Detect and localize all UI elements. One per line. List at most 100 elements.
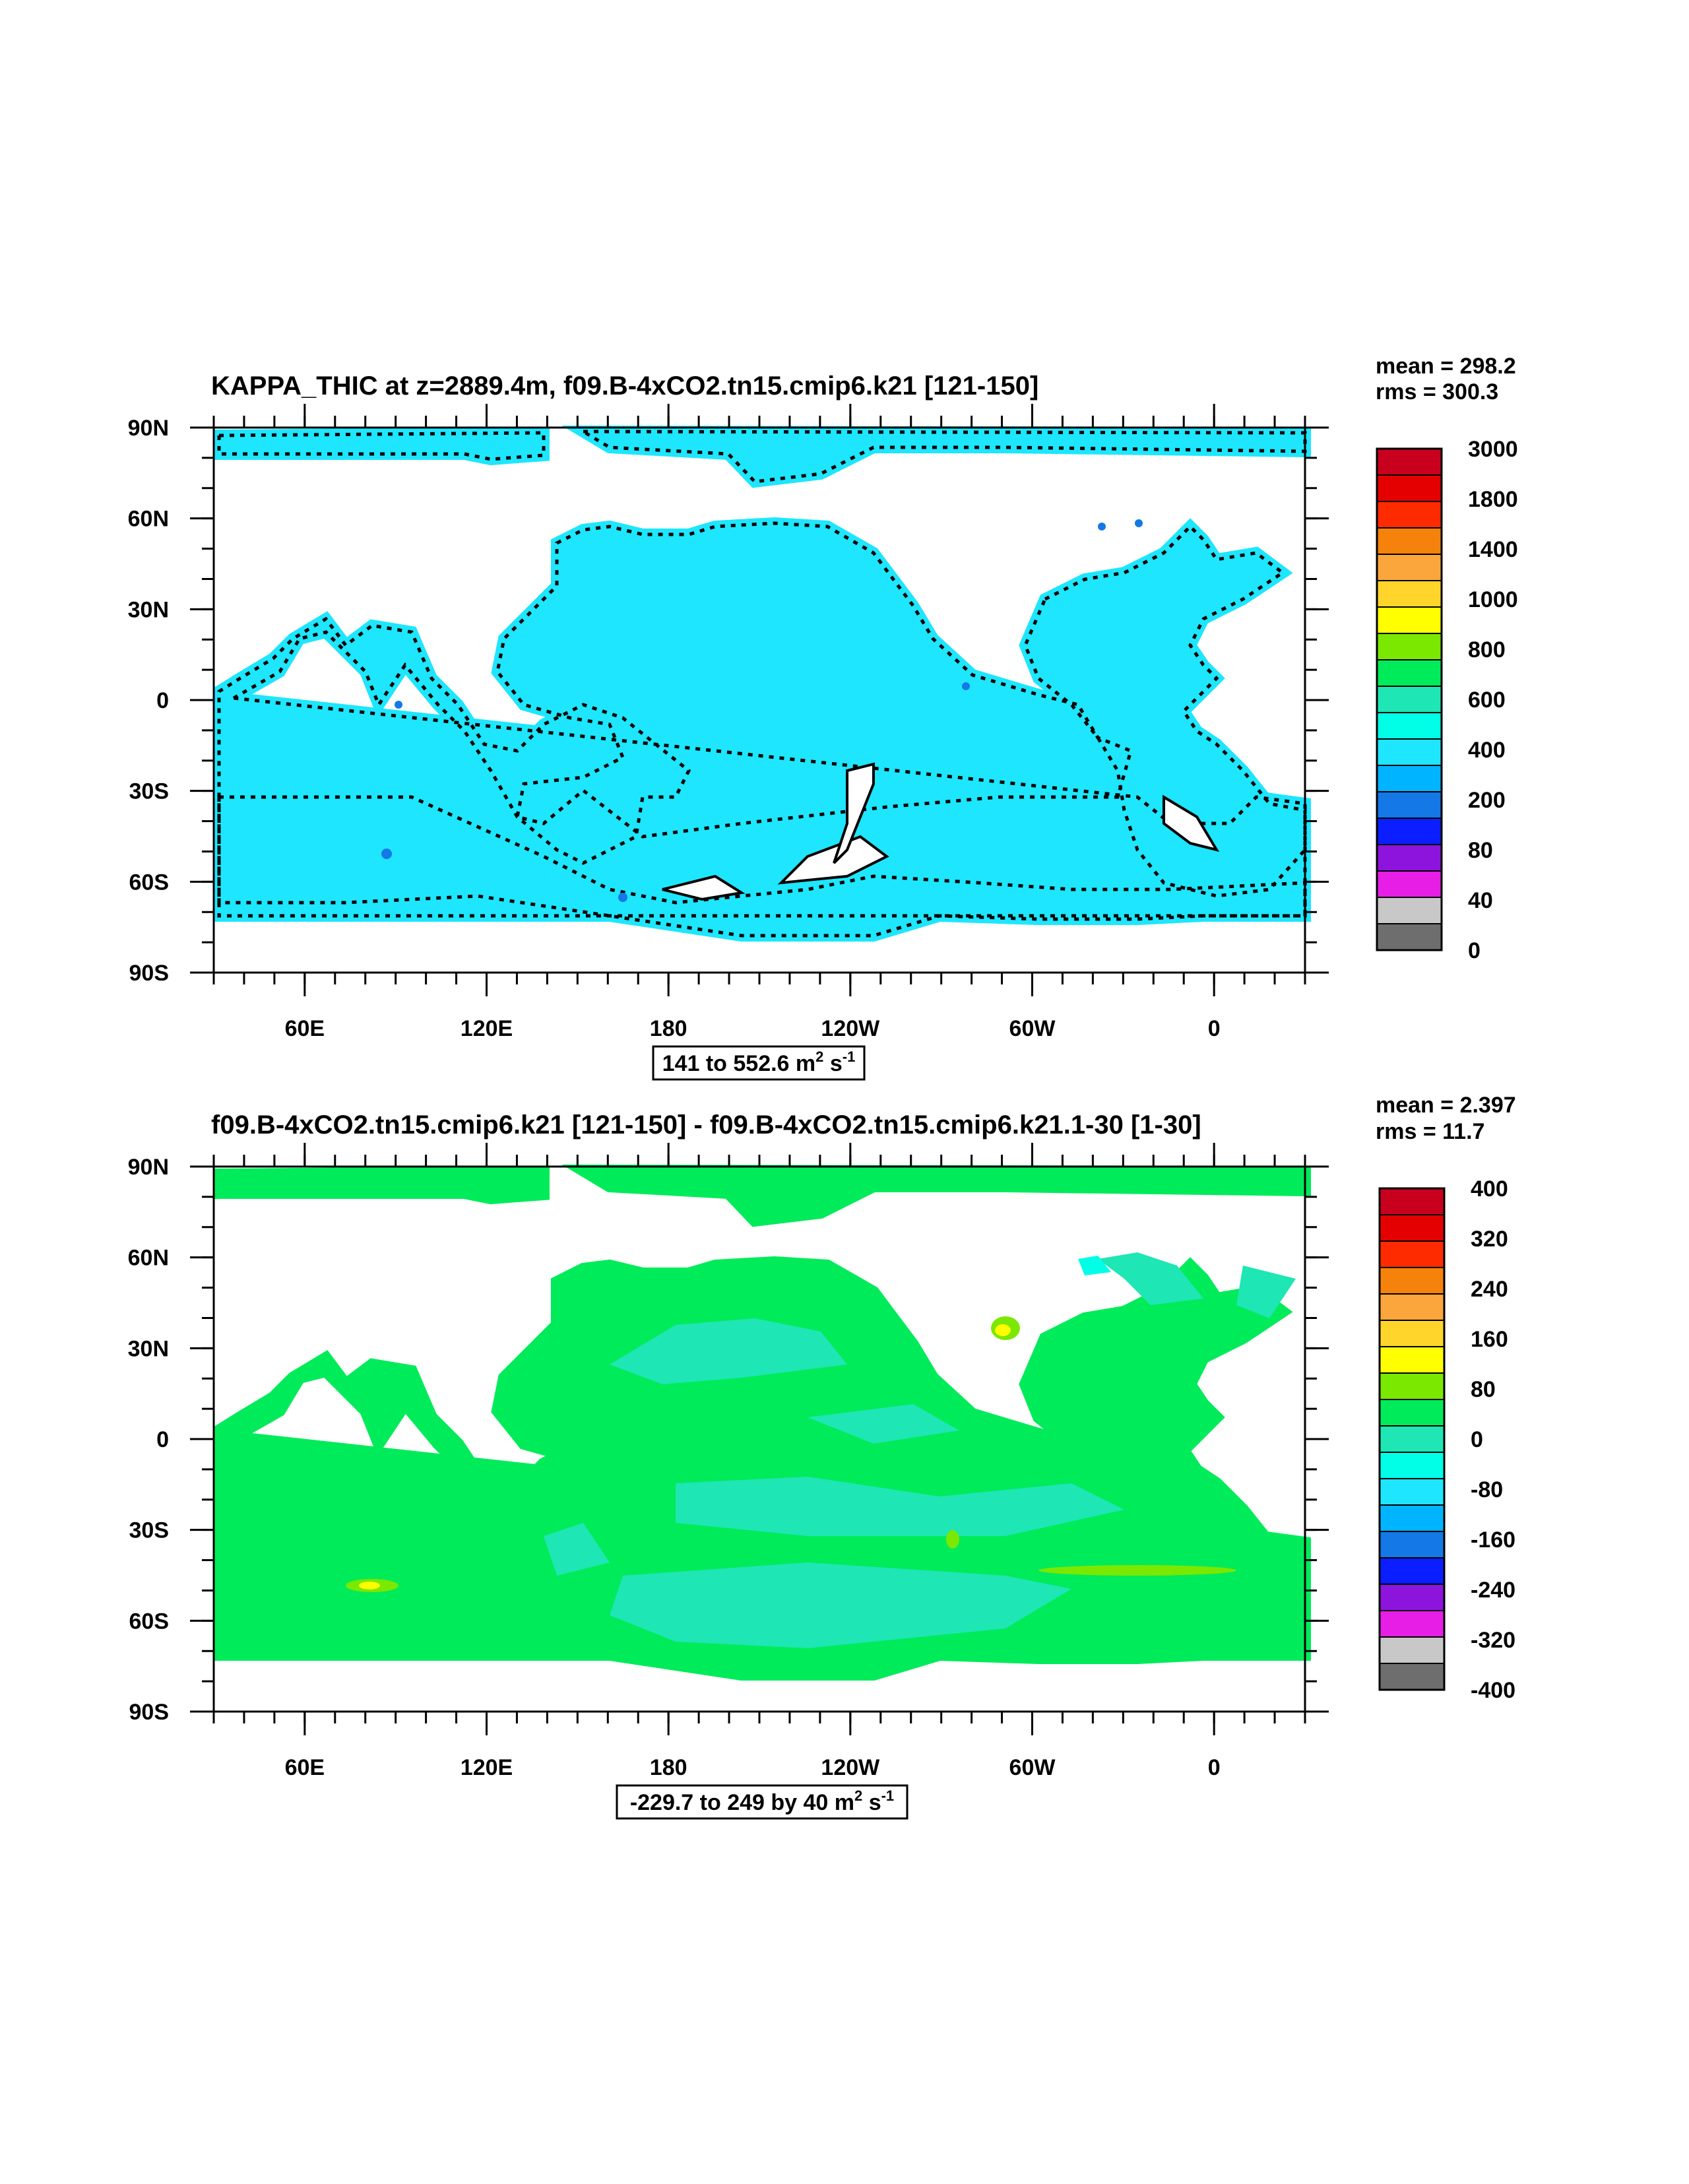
colorbar-swatch [1379, 1425, 1445, 1453]
colorbar-swatch [1376, 791, 1442, 819]
colorbar-swatch [1376, 844, 1442, 872]
y-tick-label: 30N [128, 597, 169, 622]
colorbar-label: -400 [1471, 1678, 1515, 1703]
colorbar-swatch [1376, 501, 1442, 529]
colorbar-label: 400 [1468, 738, 1506, 763]
colorbar-swatch [1379, 1346, 1445, 1374]
colorbar-swatch [1376, 448, 1442, 476]
y-tick-label: 90N [128, 1155, 169, 1180]
panel2-rms: rms = 11.7 [1376, 1119, 1484, 1144]
colorbar-swatch [1376, 686, 1442, 713]
colorbar-swatch [1376, 923, 1442, 951]
panel2-mean: mean = 2.397 [1376, 1093, 1516, 1118]
y-tick-label: 90S [129, 1700, 170, 1725]
colorbar-label: 1400 [1468, 537, 1518, 562]
x-tick-label: 0 [1208, 1755, 1221, 1780]
colorbar-frame [1376, 447, 1443, 951]
x-tick-label: 0 [1208, 1016, 1221, 1041]
x-tick-label: 120E [461, 1755, 513, 1780]
y-tick-label: 0 [156, 1427, 169, 1452]
colorbar-swatch [1376, 870, 1442, 898]
y-tick-label: 30N [128, 1336, 169, 1361]
colorbar-label: 3000 [1468, 437, 1518, 462]
panel1-title: KAPPA_THIC at z=2889.4m, f09.B-4xCO2.tn1… [211, 371, 1038, 401]
colorbar-swatch [1379, 1214, 1445, 1242]
colorbar-swatch [1379, 1372, 1445, 1400]
panel1-range-box: 141 to 552.6 m2 s-1 [652, 1045, 866, 1081]
colorbar-label: -160 [1471, 1527, 1515, 1553]
colorbar-label: -240 [1471, 1578, 1515, 1603]
y-tick-label: 60S [129, 1609, 170, 1634]
colorbar-swatch [1379, 1188, 1445, 1215]
colorbar-swatch [1376, 606, 1442, 634]
colorbar-swatch [1379, 1478, 1445, 1506]
colorbar-swatch [1379, 1636, 1445, 1664]
colorbar-label: -320 [1471, 1628, 1515, 1653]
colorbar-swatch [1379, 1267, 1445, 1295]
y-tick-label: 60N [128, 507, 169, 532]
panel2-range-box: -229.7 to 249 by 40 m2 s-1 [616, 1784, 908, 1820]
colorbar-swatch [1376, 818, 1442, 845]
panel1-axes: 60E 120E 180 120W 60W 0 90N 60N 30N 0 30S 60S 90S [128, 404, 1329, 1041]
panel2-axes: 60E 120E 180 120W 60W 0 90N 60N 30N 0 30S 60S 90S [128, 1143, 1329, 1780]
x-tick-label: 120E [461, 1016, 513, 1041]
colorbar-label: 600 [1468, 688, 1506, 713]
colorbar-label: 320 [1471, 1227, 1508, 1252]
panel2-colorbar: 400 320 240 160 80 0 -80 -160 -240 -320 -400 [1378, 1176, 1515, 1703]
colorbar-label: 0 [1468, 938, 1481, 963]
colorbar-label: 1000 [1468, 587, 1518, 612]
colorbar-swatch [1376, 659, 1442, 687]
y-tick-label: 30S [129, 1518, 170, 1543]
colorbar-swatch [1376, 527, 1442, 555]
x-tick-label: 180 [650, 1016, 687, 1041]
colorbar-label: 80 [1471, 1377, 1496, 1402]
colorbar-swatch [1379, 1452, 1445, 1479]
y-tick-label: 90N [128, 416, 169, 441]
colorbar-label: 160 [1471, 1327, 1508, 1352]
y-tick-label: 0 [156, 688, 169, 713]
panel2-field [214, 1167, 1305, 1712]
colorbar-swatch [1376, 712, 1442, 740]
y-tick-label: 30S [129, 779, 170, 804]
y-tick-label: 90S [129, 961, 170, 986]
panel2-range-label: -229.7 to 249 by 40 m2 s-1 [630, 1787, 894, 1815]
panel1-rms: rms = 300.3 [1376, 379, 1498, 404]
y-tick-label: 60N [128, 1246, 169, 1271]
colorbar-swatch [1376, 474, 1442, 502]
panel-kappa-thic: KAPPA_THIC at z=2889.4m, f09.B-4xCO2.tn1… [128, 354, 1518, 1081]
x-tick-label: 60W [1009, 1755, 1056, 1780]
colorbar-swatch [1376, 580, 1442, 608]
colorbar-label: 1800 [1468, 487, 1518, 512]
colorbar-swatch [1376, 554, 1442, 581]
colorbar-swatch [1376, 738, 1442, 766]
panel1-mean: mean = 298.2 [1376, 354, 1516, 379]
colorbar-swatch [1376, 633, 1442, 660]
x-tick-label: 60E [285, 1016, 325, 1041]
panel1-field [214, 428, 1305, 973]
colorbar-label: 200 [1468, 788, 1506, 813]
colorbar-swatch [1379, 1504, 1445, 1532]
colorbar-label: 240 [1471, 1277, 1508, 1302]
colorbar-label: 800 [1468, 637, 1506, 662]
panel-difference: f09.B-4xCO2.tn15.cmip6.k21 [121-150] - f… [128, 1093, 1516, 1820]
colorbar-label: -80 [1471, 1477, 1503, 1502]
panel2-title: f09.B-4xCO2.tn15.cmip6.k21 [121-150] - f… [211, 1110, 1201, 1140]
colorbar-label: 0 [1471, 1427, 1483, 1452]
x-tick-label: 180 [650, 1755, 687, 1780]
colorbar-label: 40 [1468, 888, 1493, 913]
colorbar-label: 400 [1471, 1176, 1508, 1202]
colorbar-swatch [1379, 1663, 1445, 1690]
x-tick-label: 120W [821, 1016, 880, 1041]
colorbar-label: 80 [1468, 838, 1493, 863]
colorbar-swatch [1376, 765, 1442, 792]
x-tick-label: 120W [821, 1755, 880, 1780]
colorbar-frame [1378, 1187, 1446, 1691]
x-tick-label: 60E [285, 1755, 325, 1780]
colorbar-swatch [1379, 1320, 1445, 1347]
colorbar-swatch [1379, 1531, 1445, 1558]
colorbar-swatch [1379, 1399, 1445, 1427]
colorbar-swatch [1376, 897, 1442, 924]
colorbar-swatch [1379, 1610, 1445, 1638]
